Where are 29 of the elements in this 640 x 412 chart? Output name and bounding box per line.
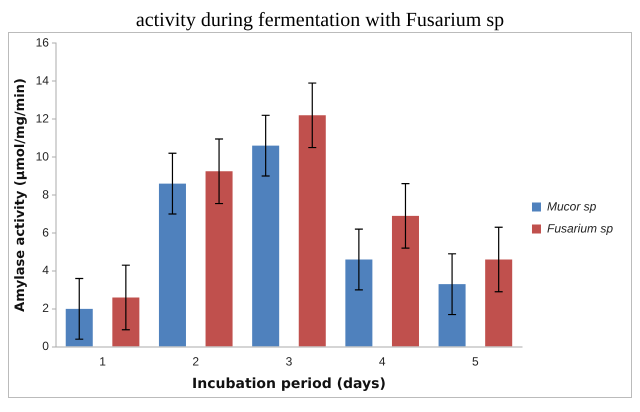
bar	[112, 297, 140, 346]
chart-title: activity during fermentation with Fusarium sp	[134, 8, 506, 32]
y-tick-label: 14	[36, 73, 50, 88]
legend-label: Mucor sp	[546, 199, 597, 214]
bar	[158, 184, 186, 346]
y-tick-label: 12	[36, 111, 50, 126]
bar	[252, 146, 280, 346]
y-tick-label: 4	[42, 263, 50, 278]
bar	[298, 115, 326, 346]
x-tick-label: 1	[99, 354, 106, 368]
x-tick-label: 4	[378, 354, 386, 368]
y-tick-label: 0	[42, 339, 50, 354]
bar	[66, 308, 93, 346]
y-tick-label: 10	[36, 149, 50, 164]
y-tick-label: 6	[42, 225, 50, 240]
bar	[438, 284, 466, 346]
y-tick-label: 16	[36, 36, 50, 50]
bar	[485, 260, 512, 346]
y-tick-label: 2	[42, 301, 50, 316]
y-tick-label: 8	[42, 187, 50, 202]
y-axis-title: Amylase activity (µmol/mg/min)	[13, 78, 28, 312]
x-tick-label: 5	[472, 354, 480, 368]
x-axis-title: Incubation period (days)	[192, 376, 386, 392]
bar	[345, 260, 372, 346]
x-tick-label: 3	[286, 354, 293, 368]
bar	[206, 171, 233, 346]
bar	[392, 216, 419, 346]
legend-label: Fusarium sp	[546, 221, 614, 236]
x-tick-label: 2	[192, 354, 200, 368]
